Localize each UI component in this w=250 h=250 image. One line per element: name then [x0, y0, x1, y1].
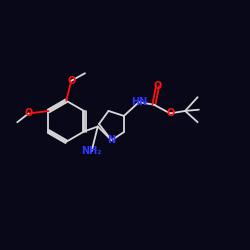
Text: NH₂: NH₂: [81, 146, 102, 156]
Text: O: O: [154, 81, 162, 91]
Text: O: O: [166, 108, 174, 118]
Text: O: O: [24, 108, 32, 118]
Text: O: O: [67, 76, 76, 86]
Text: N: N: [108, 135, 116, 145]
Text: HN: HN: [131, 97, 147, 107]
